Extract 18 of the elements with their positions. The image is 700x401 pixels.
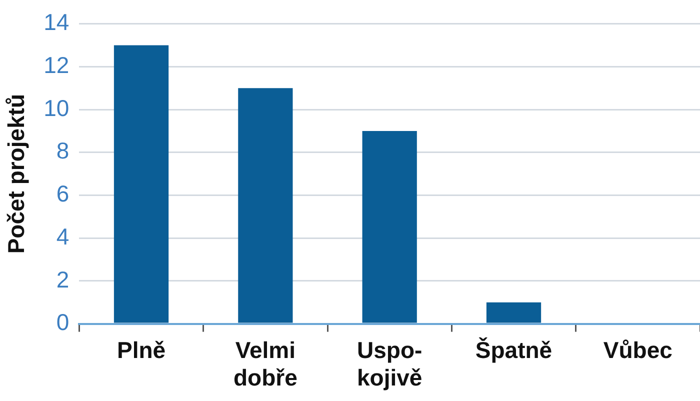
- x-tick-label: Uspo- kojivě: [356, 336, 422, 391]
- y-tick-label: 6: [56, 180, 70, 207]
- y-tick-label: 2: [56, 266, 70, 292]
- y-tick-label: 8: [56, 138, 70, 164]
- bar: [362, 130, 417, 323]
- y-tick-label: 10: [44, 94, 70, 121]
- bar: [486, 302, 542, 323]
- bar: [114, 45, 169, 323]
- y-tick-label: 0: [56, 309, 70, 336]
- x-tick-label: Vůbec: [603, 336, 673, 363]
- x-tick-label: Plně: [116, 336, 166, 363]
- y-tick-label: 12: [44, 52, 70, 78]
- x-tick-label: Špatně: [475, 336, 552, 363]
- y-axis-title: Počet projektů: [3, 94, 30, 254]
- y-tick-label: 14: [44, 9, 70, 36]
- y-tick-label: 4: [56, 223, 70, 250]
- x-tick-label: Velmi dobře: [233, 336, 298, 391]
- bar: [238, 88, 293, 323]
